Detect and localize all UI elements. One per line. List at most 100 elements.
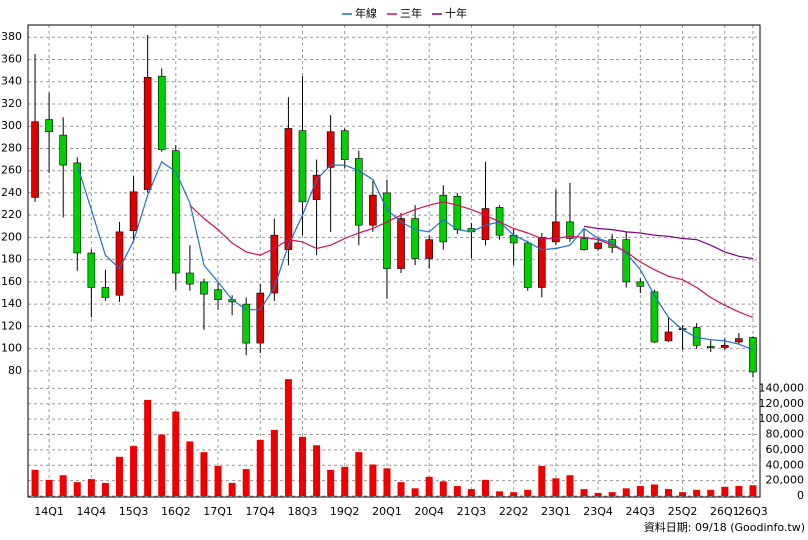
volume-bar	[749, 485, 757, 496]
volume-bar	[622, 488, 630, 496]
candle-body	[735, 338, 743, 343]
candle-body	[340, 130, 349, 160]
y-tick-label: 80	[8, 364, 22, 377]
x-tick-label: 18Q3	[288, 505, 318, 518]
volume-bar	[524, 489, 532, 496]
candle-body	[31, 121, 39, 198]
candle-body	[256, 292, 265, 344]
candle-body	[692, 327, 701, 346]
volume-bar	[665, 489, 672, 496]
x-tick-label: 23Q1	[541, 505, 571, 518]
volume-bar	[411, 488, 419, 496]
y2-tick-label: 20,000	[766, 474, 805, 487]
x-tick-label: 17Q1	[203, 505, 233, 518]
volume-bar	[186, 441, 194, 496]
volume-bar	[439, 481, 447, 496]
volume-bar	[228, 482, 236, 496]
candle-body	[453, 195, 462, 230]
volume-bar	[116, 456, 123, 496]
x-tick-label: 25Q2	[668, 505, 698, 518]
volume-bar	[580, 489, 588, 496]
x-tick-label: 23Q4	[583, 505, 613, 518]
candle-body	[369, 194, 377, 226]
volume-bar	[467, 489, 475, 496]
volume-bar	[538, 466, 546, 496]
volume-bar	[636, 486, 644, 496]
candle-body	[270, 234, 279, 294]
volume-bar	[369, 464, 377, 496]
volume-bar	[608, 492, 616, 496]
volume-bar	[73, 482, 81, 496]
volume-bar	[59, 475, 67, 496]
candle-body	[566, 221, 574, 239]
candle-body	[87, 252, 96, 288]
volume-bar	[355, 452, 363, 496]
candle-body	[538, 237, 546, 288]
volume-bar	[284, 379, 292, 496]
y-tick-label: 180	[1, 253, 22, 266]
candle-body	[749, 337, 757, 373]
candle-body	[439, 194, 448, 243]
y-tick-label: 320	[1, 97, 22, 110]
volume-bar	[425, 476, 433, 496]
x-tick-label: 24Q3	[626, 505, 656, 518]
volume-bar	[341, 466, 349, 496]
candle-body	[425, 239, 433, 259]
volume-bar	[496, 491, 504, 496]
x-tick-label: 20Q1	[372, 505, 402, 518]
volume-bar	[299, 436, 306, 496]
y2-tick-label: 100,000	[759, 412, 805, 425]
candle-body	[594, 242, 602, 249]
volume-bar	[172, 411, 180, 496]
candle-body	[186, 272, 194, 285]
candle-body	[200, 281, 208, 295]
ma-line	[189, 201, 754, 319]
volume-bar	[270, 429, 278, 496]
candle-body	[284, 128, 293, 250]
volume-bar	[383, 468, 391, 496]
x-tick-label: 22Q2	[499, 505, 529, 518]
x-tick-label: 19Q2	[330, 505, 360, 518]
volume-bar	[242, 469, 250, 496]
candle-body	[397, 218, 405, 269]
plot-area	[28, 25, 760, 497]
candle-body	[172, 150, 180, 274]
x-tick-label: 21Q3	[457, 505, 487, 518]
legend-label: 三年	[400, 6, 422, 20]
candle-body	[298, 130, 307, 203]
candle-body	[664, 331, 673, 342]
volume-bar	[200, 452, 208, 496]
candle-body	[242, 303, 250, 344]
x-tick-label: 20Q4	[414, 505, 444, 518]
y2-tick-label: 120,000	[759, 397, 805, 410]
volume-bar	[594, 492, 602, 496]
candle-body	[355, 158, 363, 226]
plot-frame	[27, 24, 761, 498]
y2-tick-label: 0	[797, 489, 804, 502]
y2-tick-label: 80,000	[766, 428, 805, 441]
y-tick-label: 140	[1, 297, 22, 310]
volume-bar	[397, 482, 405, 496]
candle-body	[622, 239, 631, 283]
y-tick-label: 260	[1, 164, 22, 177]
legend-label: 十年	[445, 6, 467, 20]
candle-body	[721, 344, 729, 348]
candle-body	[101, 287, 110, 298]
x-tick-label: 26Q3	[738, 505, 768, 518]
candle-body	[73, 162, 82, 254]
y-tick-label: 380	[1, 30, 22, 43]
candle-body	[115, 231, 124, 296]
y-tick-label: 280	[1, 141, 22, 154]
volume-bar	[693, 489, 701, 496]
candle-body	[45, 119, 53, 133]
y-tick-label: 200	[1, 230, 22, 243]
volume-bar	[327, 469, 335, 496]
ma-line	[76, 160, 754, 351]
legend-label: 年線	[355, 6, 377, 20]
volume-bar	[101, 482, 109, 496]
volume-bar	[482, 479, 489, 496]
volume-bar	[453, 486, 461, 496]
volume-bar	[650, 484, 658, 496]
volume-bar	[735, 486, 743, 496]
